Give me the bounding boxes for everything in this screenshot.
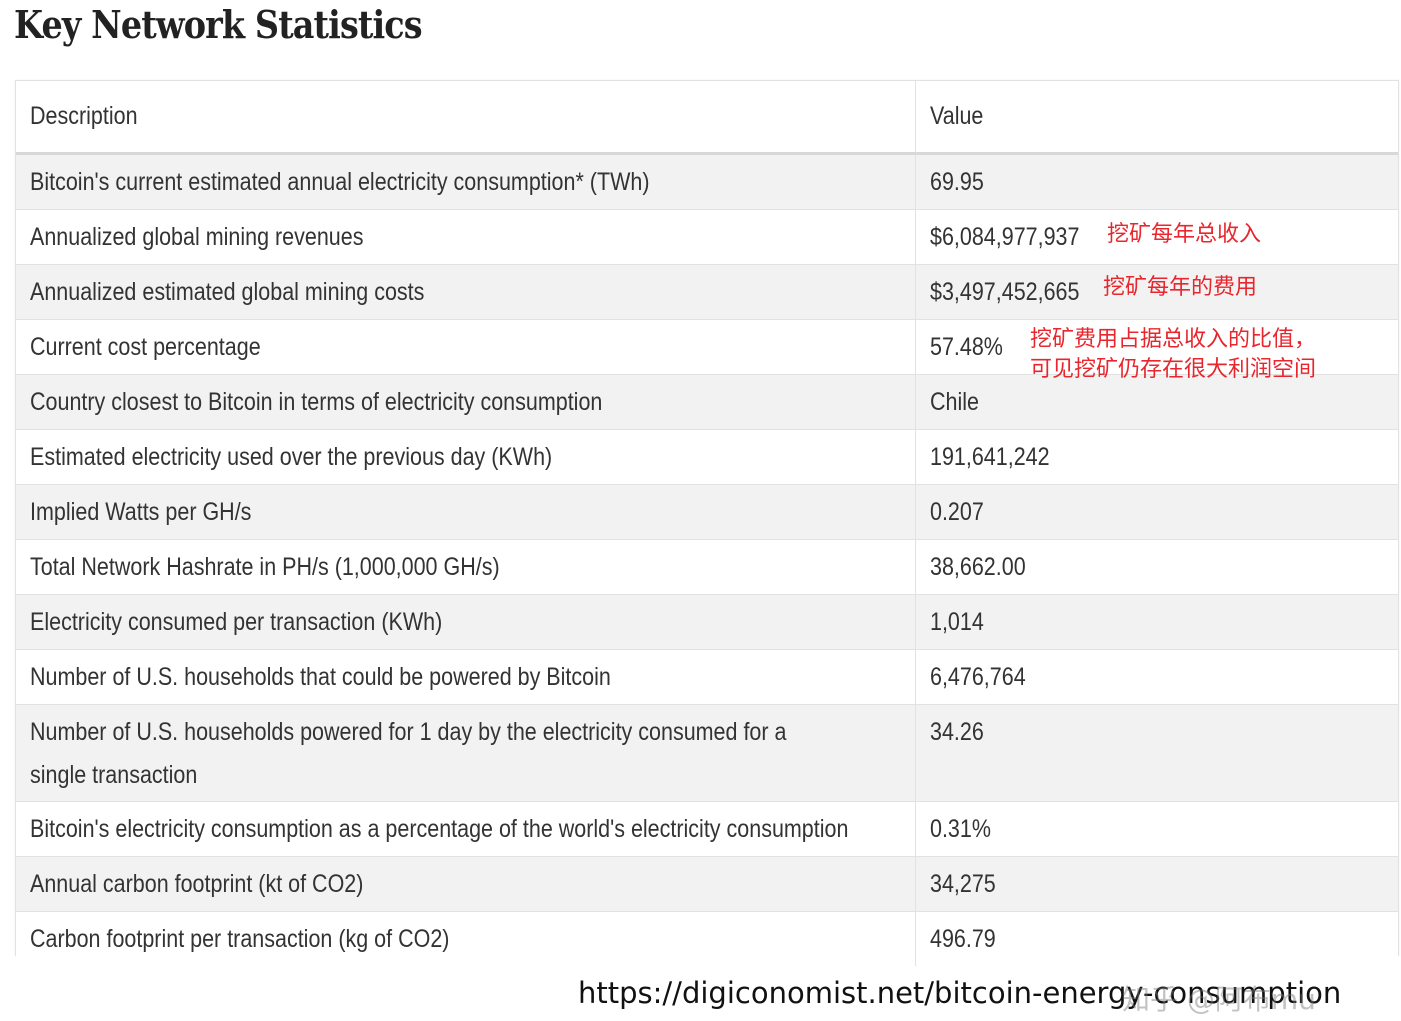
row-description: Total Network Hashrate in PH/s (1,000,00… — [16, 539, 916, 595]
watermark: 知乎 @阿布mu — [1122, 983, 1316, 1016]
row-value: Chile — [915, 374, 1398, 430]
table-row: Annual carbon footprint (kt of CO2) 34,2… — [16, 856, 1398, 912]
table-row: Implied Watts per GH/s 0.207 — [16, 484, 1398, 540]
row-description: Electricity consumed per transaction (KW… — [16, 594, 916, 650]
row-value: 496.79 — [915, 911, 1398, 966]
header-description: Description — [16, 81, 916, 155]
row-description: Country closest to Bitcoin in terms of e… — [16, 374, 916, 430]
table-row: Total Network Hashrate in PH/s (1,000,00… — [16, 539, 1398, 595]
table-row: Carbon footprint per transaction (kg of … — [16, 911, 1398, 966]
percentage-annotation-line2: 可见挖矿仍存在很大利润空间 — [1030, 357, 1317, 382]
table-row: Bitcoin's current estimated annual elect… — [16, 153, 1398, 210]
table-row: Number of U.S. households powered for 1 … — [16, 704, 1398, 802]
row-description: Bitcoin's electricity consumption as a p… — [16, 801, 916, 857]
revenue-annotation: 挖矿每年总收入 — [1107, 222, 1262, 247]
table-row: Current cost percentage 57.48% — [16, 319, 1398, 375]
row-value: 34.26 — [915, 704, 1398, 802]
cost-annotation: 挖矿每年的费用 — [1103, 275, 1258, 300]
table-row: Country closest to Bitcoin in terms of e… — [16, 374, 1398, 430]
table-row: Number of U.S. households that could be … — [16, 649, 1398, 705]
statistics-table: Description Value Bitcoin's current esti… — [16, 81, 1398, 966]
table-row: Bitcoin's electricity consumption as a p… — [16, 801, 1398, 857]
row-description: Number of U.S. households that could be … — [16, 649, 916, 705]
source-url: https://digiconomist.net/bitcoin-energy-… — [578, 976, 1342, 1010]
header-value: Value — [915, 81, 1398, 155]
row-description: Current cost percentage — [16, 319, 916, 375]
row-value: $3,497,452,665 — [915, 264, 1398, 320]
row-value: 34,275 — [915, 856, 1398, 912]
row-description: Annual carbon footprint (kt of CO2) — [16, 856, 916, 912]
table-row: Annualized global mining revenues $6,084… — [16, 209, 1398, 265]
percentage-annotation-line1: 挖矿费用占据总收入的比值， — [1030, 327, 1317, 352]
row-value: 69.95 — [915, 153, 1398, 210]
row-description: Carbon footprint per transaction (kg of … — [16, 911, 916, 966]
row-description: Bitcoin's current estimated annual elect… — [16, 153, 916, 210]
statistics-table-container: Description Value Bitcoin's current esti… — [15, 80, 1399, 966]
page-title: Key Network Statistics — [14, 2, 423, 47]
row-description: Implied Watts per GH/s — [16, 484, 916, 540]
row-description: Annualized estimated global mining costs — [16, 264, 916, 320]
row-value: $6,084,977,937 — [915, 209, 1398, 265]
table-row: Estimated electricity used over the prev… — [16, 429, 1398, 485]
table-row: Electricity consumed per transaction (KW… — [16, 594, 1398, 650]
row-description: Estimated electricity used over the prev… — [16, 429, 916, 485]
row-value: 0.207 — [915, 484, 1398, 540]
row-value: 0.31% — [915, 801, 1398, 857]
row-description: Number of U.S. households powered for 1 … — [16, 704, 916, 802]
row-value: 1,014 — [915, 594, 1398, 650]
table-header-row: Description Value — [16, 81, 1398, 155]
table-row: Annualized estimated global mining costs… — [16, 264, 1398, 320]
row-value: 57.48% — [915, 319, 1398, 375]
row-value: 191,641,242 — [915, 429, 1398, 485]
row-value: 6,476,764 — [915, 649, 1398, 705]
row-description: Annualized global mining revenues — [16, 209, 916, 265]
row-value: 38,662.00 — [915, 539, 1398, 595]
